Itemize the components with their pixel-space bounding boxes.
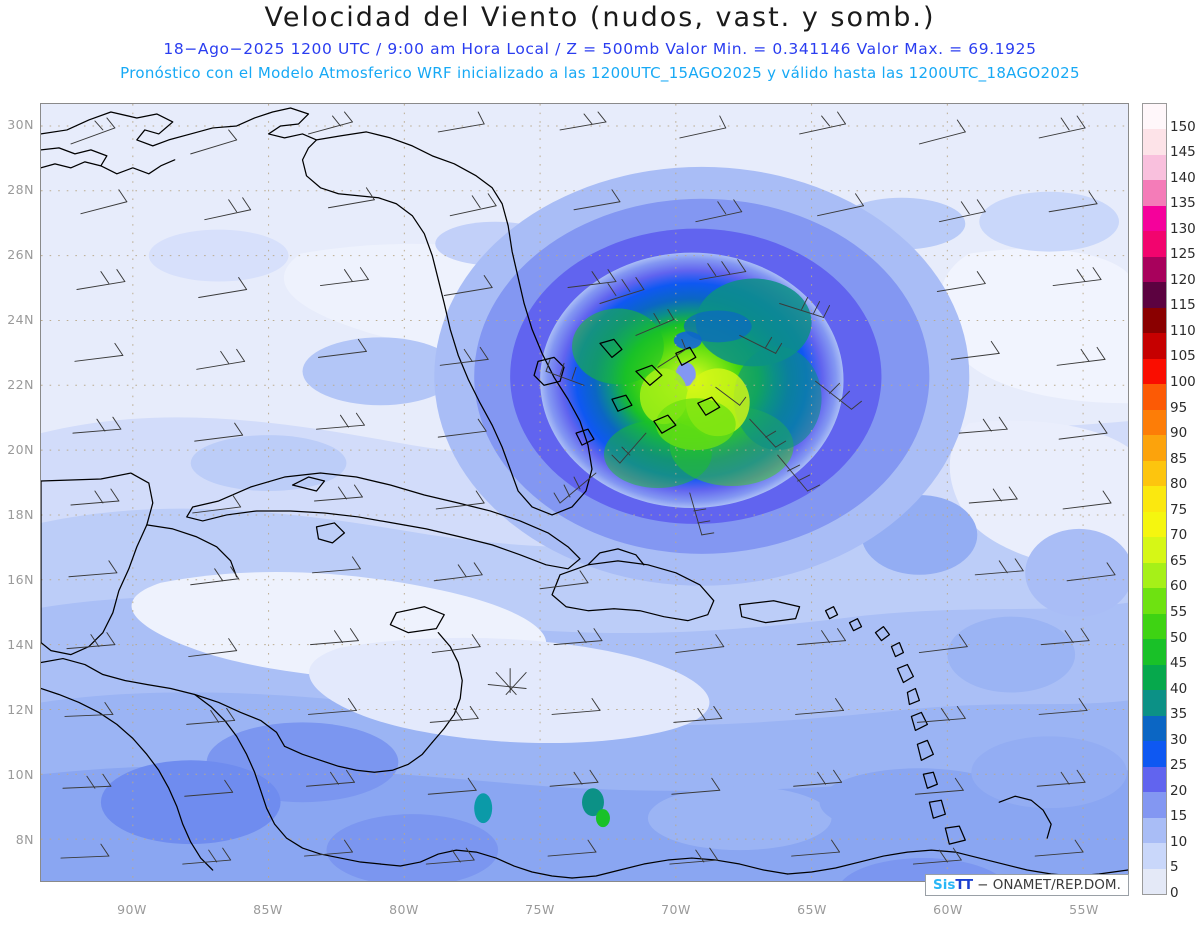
colorbar-label-45: 45 bbox=[1170, 655, 1188, 672]
logo-org-text: − ONAMET/REP.DOM. bbox=[977, 877, 1121, 893]
logo-tt-text: TT bbox=[955, 877, 973, 893]
colorbar-swatch-20 bbox=[1143, 613, 1166, 640]
lon-label-60w: 60W bbox=[933, 902, 963, 917]
colorbar-label-30: 30 bbox=[1170, 731, 1188, 748]
lon-label-65w: 65W bbox=[797, 902, 827, 917]
map-shading-layer bbox=[41, 104, 1128, 881]
lon-label-90w: 90W bbox=[117, 902, 147, 917]
colorbar-label-50: 50 bbox=[1170, 629, 1188, 646]
colorbar-label-125: 125 bbox=[1170, 246, 1196, 263]
colorbar-swatch-15 bbox=[1143, 486, 1166, 512]
sistt-onamet-logo: Sis TT − ONAMET/REP.DOM. bbox=[925, 874, 1129, 896]
colorbar-swatch-4 bbox=[1143, 205, 1166, 232]
colorbar-label-95: 95 bbox=[1170, 399, 1188, 416]
colorbar-label-135: 135 bbox=[1170, 195, 1196, 212]
lat-label-12n: 12N bbox=[7, 702, 34, 717]
colorbar-swatch-17 bbox=[1143, 537, 1166, 563]
colorbar-label-25: 25 bbox=[1170, 757, 1188, 774]
colorbar-swatch-0 bbox=[1143, 104, 1166, 130]
colorbar-label-85: 85 bbox=[1170, 450, 1188, 467]
colorbar-swatch-8 bbox=[1143, 307, 1166, 334]
lon-label-55w: 55W bbox=[1069, 902, 1099, 917]
colorbar-swatch-2 bbox=[1143, 154, 1166, 181]
forecast-meta-line: 18−Ago−2025 1200 UTC / 9:00 am Hora Loca… bbox=[163, 40, 1037, 58]
lat-label-22n: 22N bbox=[7, 377, 34, 392]
colorbar-label-120: 120 bbox=[1170, 271, 1196, 288]
lon-label-75w: 75W bbox=[525, 902, 555, 917]
colorbar-swatch-21 bbox=[1143, 639, 1166, 665]
logo-sis-text: Sis bbox=[933, 877, 956, 893]
colorbar-label-105: 105 bbox=[1170, 348, 1196, 365]
lat-label-24n: 24N bbox=[7, 312, 34, 327]
lat-label-18n: 18N bbox=[7, 507, 34, 522]
colorbar-label-130: 130 bbox=[1170, 220, 1196, 237]
wind-speed-contour-svg bbox=[41, 104, 1128, 881]
colorbar-label-100: 100 bbox=[1170, 374, 1196, 391]
lat-label-8n: 8N bbox=[15, 832, 34, 847]
colorbar-swatch-10 bbox=[1143, 358, 1166, 385]
colorbar-label-10: 10 bbox=[1170, 833, 1188, 850]
colorbar-label-80: 80 bbox=[1170, 476, 1188, 493]
colorbar-swatch-19 bbox=[1143, 588, 1166, 614]
colorbar-swatch-16 bbox=[1143, 511, 1166, 538]
colorbar-label-70: 70 bbox=[1170, 527, 1188, 544]
colorbar-swatch-13 bbox=[1143, 435, 1166, 461]
colorbar-swatch-24 bbox=[1143, 715, 1166, 742]
colorbar-swatch-29 bbox=[1143, 843, 1166, 869]
colorbar-swatch-30 bbox=[1143, 868, 1166, 895]
colorbar-swatch-9 bbox=[1143, 333, 1166, 359]
colorbar-swatch-14 bbox=[1143, 460, 1166, 487]
colorbar-swatch-6 bbox=[1143, 256, 1166, 283]
colorbar-swatch-7 bbox=[1143, 282, 1166, 308]
lon-label-80w: 80W bbox=[389, 902, 419, 917]
wind-barbs bbox=[60, 111, 1116, 865]
colorbar-label-110: 110 bbox=[1170, 322, 1196, 339]
colorbar-label-15: 15 bbox=[1170, 808, 1188, 825]
lat-label-10n: 10N bbox=[7, 767, 34, 782]
lon-label-85w: 85W bbox=[253, 902, 283, 917]
colorbar-label-115: 115 bbox=[1170, 297, 1196, 314]
colorbar-swatch-26 bbox=[1143, 766, 1166, 793]
colorbar-swatch-3 bbox=[1143, 180, 1166, 206]
colorbar-labels: 150 145 140 135 130 125 120 115 110 105 100 95 90 85 8… bbox=[1170, 103, 1200, 901]
colorbar-label-55: 55 bbox=[1170, 603, 1188, 620]
lat-label-20n: 20N bbox=[7, 442, 34, 457]
colorbar-swatch-18 bbox=[1143, 562, 1166, 589]
colorbar-label-145: 145 bbox=[1170, 144, 1196, 161]
colorbar-label-60: 60 bbox=[1170, 578, 1188, 595]
colorbar-label-0: 0 bbox=[1170, 885, 1179, 901]
colorbar-label-5: 5 bbox=[1170, 859, 1179, 876]
colorbar-swatch-12 bbox=[1143, 409, 1166, 436]
map-panel[interactable] bbox=[40, 103, 1129, 882]
colorbar-swatch-11 bbox=[1143, 384, 1166, 410]
lat-label-28n: 28N bbox=[7, 182, 34, 197]
colorbar-label-140: 140 bbox=[1170, 169, 1196, 186]
colorbar-swatch-5 bbox=[1143, 231, 1166, 257]
lat-label-16n: 16N bbox=[7, 572, 34, 587]
lat-label-30n: 30N bbox=[7, 117, 34, 132]
colorbar-label-90: 90 bbox=[1170, 425, 1188, 442]
colorbar-label-65: 65 bbox=[1170, 552, 1188, 569]
colorbar-swatch-22 bbox=[1143, 664, 1166, 691]
colorbar-label-40: 40 bbox=[1170, 680, 1188, 697]
colorbar-label-35: 35 bbox=[1170, 706, 1188, 723]
colorbar-swatch-25 bbox=[1143, 741, 1166, 767]
colorbar-label-150: 150 bbox=[1170, 118, 1196, 135]
colorbar[interactable] bbox=[1142, 103, 1167, 895]
colorbar-swatch-23 bbox=[1143, 690, 1166, 716]
lon-label-70w: 70W bbox=[661, 902, 691, 917]
colorbar-label-75: 75 bbox=[1170, 501, 1188, 518]
lat-label-14n: 14N bbox=[7, 637, 34, 652]
page-title: Velocidad del Viento (nudos, vast. y som… bbox=[264, 2, 936, 33]
colorbar-swatch-1 bbox=[1143, 129, 1166, 155]
model-info-line: Pronóstico con el Modelo Atmosferico WRF… bbox=[120, 64, 1080, 82]
colorbar-swatch-28 bbox=[1143, 817, 1166, 844]
lat-label-26n: 26N bbox=[7, 247, 34, 262]
colorbar-swatch-27 bbox=[1143, 792, 1166, 818]
colorbar-label-20: 20 bbox=[1170, 782, 1188, 799]
